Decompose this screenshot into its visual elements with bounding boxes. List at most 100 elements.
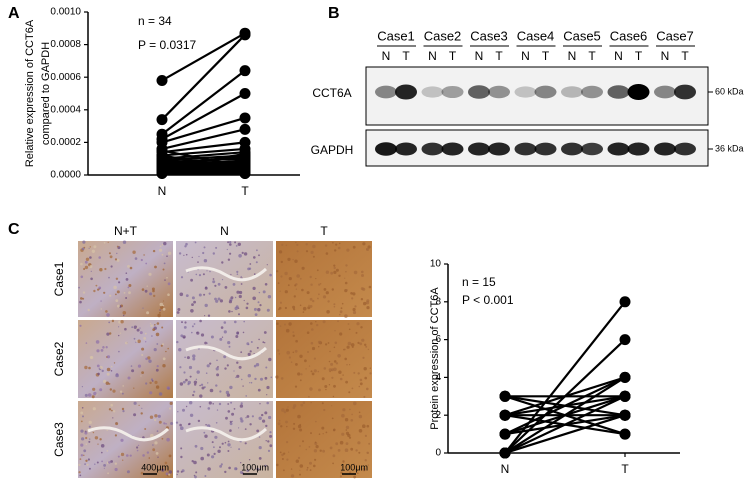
tissue-cell [150,433,154,438]
tissue-cell [217,297,221,301]
tissue-cell [189,375,192,378]
tissue-cell [316,269,319,272]
tissue-cell [234,306,238,311]
pair-line [161,116,246,144]
tissue-cell [240,283,243,285]
y-tick-label: 0.0004 [50,104,81,115]
tissue-cell [269,431,272,434]
tissue-cell [278,419,281,422]
tissue-cell [197,261,199,263]
tissue-cell [269,273,272,277]
tissue-cell [276,322,279,326]
tissue-cell [243,320,245,323]
tissue-cell [114,258,118,261]
tissue-cell [242,385,244,387]
tissue-cell [331,405,333,407]
tissue-cell [219,337,223,341]
tissue-cell [112,389,116,393]
tissue-cell [157,456,159,458]
case-label: Case7 [656,28,694,43]
pair-line [161,34,246,121]
tissue-cell [312,255,315,258]
tissue-cell [194,444,198,448]
row-label: Case3 [52,422,66,457]
tissue-cell [184,321,187,324]
tissue-cell [105,381,110,385]
tissue-cell [205,372,208,375]
y-tick-label: 0.0006 [50,72,81,83]
tissue-cell [283,469,285,472]
tissue-cell [88,366,91,370]
tissue-cell [353,371,356,374]
tissue-cell [219,299,223,303]
tissue-cell [104,267,107,271]
tissue-cell [127,264,130,268]
tissue-cell [262,290,266,294]
tissue-cell [238,365,242,369]
tissue-cell [367,464,369,466]
tissue-cell [224,441,227,444]
tissue-gap [185,426,268,442]
row-label: Case2 [52,341,66,376]
band [468,85,490,99]
tissue-image [78,401,173,478]
tissue-cell [346,248,350,252]
tissue-cell [155,385,160,389]
tissue-cell [110,370,113,372]
tissue-cell [251,467,253,469]
tissue-cell [255,261,258,264]
tissue-cell [330,271,334,275]
tissue-cell [347,341,352,346]
tissue-gap [185,345,268,361]
tissue-cell [168,473,171,476]
tissue-cell [122,385,124,387]
tissue-cell [244,442,247,445]
tissue-cell [165,472,169,476]
tissue-cell [139,327,141,329]
tissue-cell [136,340,138,342]
tissue-cell [111,319,115,323]
tissue-cell [230,446,232,448]
tissue-cell [145,357,148,361]
band [627,84,650,100]
tissue-cell [204,341,208,345]
tissue-cell [339,310,343,314]
tissue-cell [108,252,111,255]
tissue-cell [90,270,92,272]
tissue-cell [367,348,370,351]
tissue-cell [194,241,197,244]
tissue-cell [292,305,296,309]
tissue-cell [310,250,314,254]
point [619,428,631,440]
tissue-cell [117,455,120,458]
tissue-cell [342,408,346,412]
tissue-cell [155,368,159,372]
tissue-cell [312,244,316,249]
tissue-cell [269,444,273,448]
tissue-cell [358,451,361,454]
tissue-cell [97,372,100,376]
tissue-cell [369,367,371,369]
tissue-cell [223,321,227,324]
tissue-cell [129,266,133,270]
tissue-cell [103,467,105,469]
tissue-cell [284,323,286,326]
tissue-cell [302,311,305,313]
tissue-cell [87,458,90,461]
tissue-cell [229,420,232,423]
tissue-cell [133,413,137,417]
tissue-cell [84,463,86,465]
tissue-cell [125,297,128,299]
tissue-cell [240,275,242,278]
tissue-cell [341,432,345,436]
tissue-cell [127,286,130,289]
tissue-cell [345,264,348,267]
tissue-cell [108,408,112,411]
tissue-cell [296,250,299,253]
tissue-cell [261,413,264,417]
tissue-cell [293,295,296,298]
tissue-cell [227,403,230,405]
tissue-cell [341,302,344,305]
tissue-cell [318,283,321,286]
